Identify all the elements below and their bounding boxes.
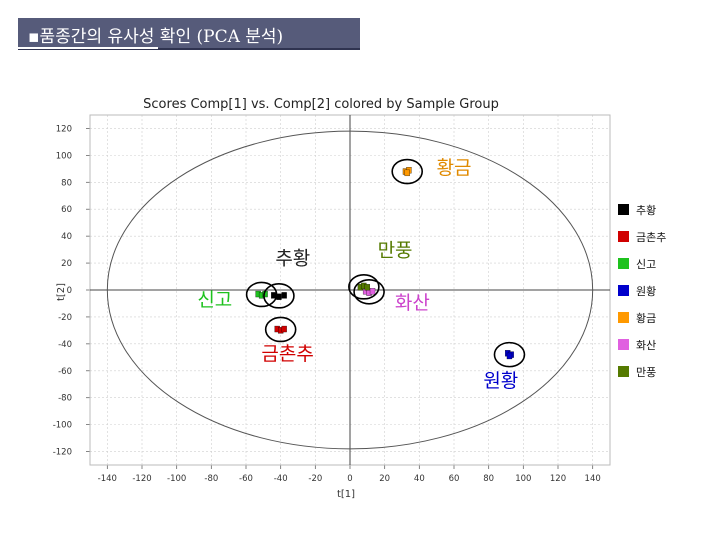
x-tick-label: -140 bbox=[98, 474, 117, 484]
group-circle bbox=[493, 341, 526, 368]
legend-swatch bbox=[618, 258, 629, 269]
group-annotation-label: 화산 bbox=[395, 292, 430, 314]
group-circle bbox=[348, 274, 380, 300]
group-circle bbox=[391, 158, 424, 185]
x-tick-label: 20 bbox=[379, 474, 390, 484]
data-point bbox=[369, 288, 376, 295]
y-tick-label: 120 bbox=[56, 124, 72, 134]
y-tick-label: -120 bbox=[53, 448, 72, 458]
y-tick-label: 100 bbox=[56, 151, 72, 161]
x-tick-label: -40 bbox=[274, 474, 288, 484]
legend-swatch bbox=[618, 204, 629, 215]
slide-title: ▪품종간의 유사성 확인 (PCA 분석) bbox=[28, 27, 284, 47]
legend-swatch bbox=[618, 339, 629, 350]
x-tick-label: 40 bbox=[414, 474, 425, 484]
x-tick-label: 120 bbox=[550, 474, 566, 484]
x-tick-label: -120 bbox=[132, 474, 151, 484]
hotelling-ellipse bbox=[106, 130, 594, 450]
y-tick-label: -80 bbox=[58, 394, 72, 404]
y-tick-label: 0 bbox=[67, 286, 72, 296]
data-point bbox=[281, 325, 287, 333]
x-tick-label: 80 bbox=[483, 474, 494, 484]
slide-header: ▪품종간의 유사성 확인 (PCA 분석) bbox=[18, 18, 360, 50]
group-annotation-label: 추황 bbox=[275, 247, 310, 269]
x-axis-label: t[1] bbox=[337, 489, 355, 500]
confidence-ellipse bbox=[106, 130, 594, 450]
y-tick-label: -60 bbox=[58, 367, 72, 377]
data-points bbox=[255, 167, 514, 360]
legend-label: 신고 bbox=[636, 258, 656, 271]
chart-title: Scores Comp[1] vs. Comp[2] colored by Sa… bbox=[143, 97, 499, 112]
y-tick-label: 60 bbox=[61, 205, 72, 215]
y-tick-label: -40 bbox=[58, 340, 72, 350]
x-tick-label: -60 bbox=[239, 474, 253, 484]
group-annotation-label: 만풍 bbox=[378, 239, 413, 261]
x-tick-label: 140 bbox=[585, 474, 601, 484]
group-circle bbox=[353, 278, 385, 305]
legend-label: 추황 bbox=[636, 204, 656, 217]
x-tick-label: -20 bbox=[308, 474, 322, 484]
group-circle bbox=[264, 316, 297, 343]
data-point bbox=[364, 284, 370, 291]
y-axis-label: t[2] bbox=[56, 283, 67, 301]
group-annotation-label: 금촌추 bbox=[261, 343, 313, 365]
data-point bbox=[506, 352, 513, 360]
header-underline bbox=[18, 47, 158, 49]
y-tick-label: -20 bbox=[58, 313, 72, 323]
y-tick-label: 80 bbox=[61, 178, 72, 188]
x-tick-label: -100 bbox=[167, 474, 186, 484]
x-tick-label: 60 bbox=[449, 474, 460, 484]
grid-lines bbox=[86, 115, 610, 469]
group-annotation-label: 황금 bbox=[437, 157, 472, 179]
x-tick-label: 0 bbox=[347, 474, 352, 484]
legend-label: 만풍 bbox=[636, 366, 656, 379]
data-point bbox=[281, 292, 287, 299]
legend-label: 원황 bbox=[636, 285, 656, 298]
group-annotation-label: 원황 bbox=[483, 370, 518, 392]
x-tick-label: -80 bbox=[204, 474, 218, 484]
x-tick-label: 100 bbox=[515, 474, 531, 484]
y-tick-label: -100 bbox=[53, 421, 72, 431]
legend-label: 화산 bbox=[636, 339, 656, 352]
y-tick-label: 40 bbox=[61, 232, 72, 242]
legend-swatch bbox=[618, 285, 629, 296]
legend-swatch bbox=[618, 231, 629, 242]
legend-label: 황금 bbox=[636, 312, 656, 325]
tick-labels: -140 -120 -100 -80 -60 -40 -20 0 20 40 60 80 100 120 1… bbox=[53, 124, 601, 484]
legend-swatch bbox=[618, 366, 629, 377]
group-annotation-label: 신고 bbox=[197, 289, 232, 311]
data-point bbox=[404, 169, 410, 177]
group-circle bbox=[263, 283, 295, 309]
y-tick-label: 20 bbox=[61, 259, 72, 269]
legend-swatch bbox=[618, 312, 629, 323]
legend-label: 금촌추 bbox=[636, 231, 666, 244]
group-circle bbox=[245, 281, 278, 308]
